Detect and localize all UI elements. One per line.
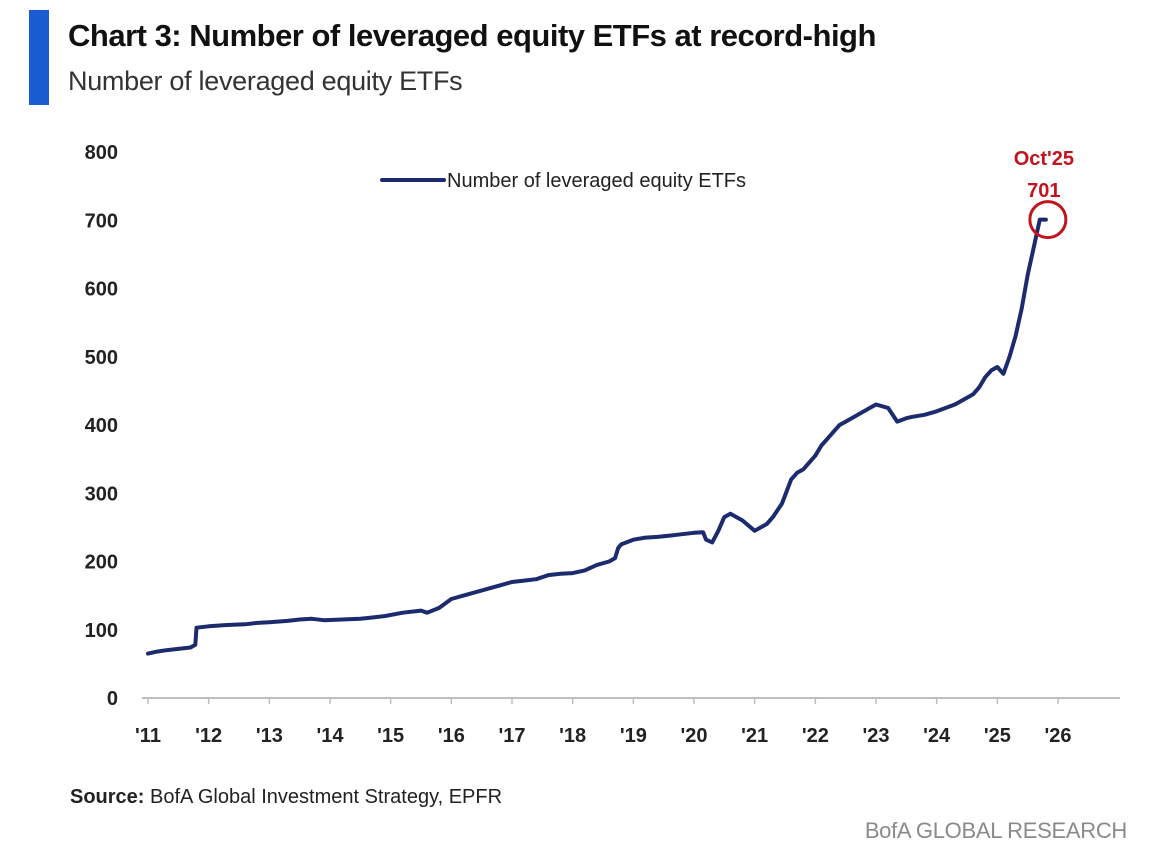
chart-canvas: 0 100 200 300 400 500 600 700 800 '11 '12 '13 '14 '15… xyxy=(85,142,1120,747)
y-tick-label: 400 xyxy=(85,415,118,437)
x-tick-label: '16 xyxy=(438,725,465,747)
chart-subtitle: Number of leveraged equity ETFs xyxy=(68,66,463,96)
x-tick-label: '24 xyxy=(923,725,951,747)
x-tick-label: '25 xyxy=(984,725,1011,747)
x-tick-label: '22 xyxy=(802,725,829,747)
x-tick-label: '11 xyxy=(135,725,161,747)
x-tick-label: '19 xyxy=(620,725,647,747)
x-tick-label: '15 xyxy=(377,725,404,747)
y-tick-label: 300 xyxy=(85,483,118,505)
source-note: Source: BofA Global Investment Strategy,… xyxy=(70,786,502,809)
source-label: Source: xyxy=(70,786,145,808)
x-tick-label: '21 xyxy=(741,725,768,747)
x-tick-label: '26 xyxy=(1044,725,1071,747)
legend-label: Number of leveraged equity ETFs xyxy=(447,170,746,192)
bofa-branding: BofA GLOBAL RESEARCH xyxy=(864,818,1127,843)
y-tick-label: 0 xyxy=(107,688,118,710)
annotation-date-label: Oct'25 xyxy=(1014,148,1074,170)
chart-title: Chart 3: Number of leveraged equity ETFs… xyxy=(68,18,876,53)
annotation-value-label: 701 xyxy=(1027,180,1060,202)
x-tick-label: '17 xyxy=(498,725,525,747)
x-tick-label: '23 xyxy=(862,725,889,747)
x-tick-label: '18 xyxy=(559,725,586,747)
y-tick-label: 800 xyxy=(85,142,118,164)
y-tick-label: 200 xyxy=(85,552,118,574)
accent-bar xyxy=(29,10,49,105)
y-tick-label: 700 xyxy=(85,210,118,232)
x-tick-label: '12 xyxy=(195,725,222,747)
x-tick-label: '14 xyxy=(316,725,344,747)
x-tick-label: '20 xyxy=(680,725,707,747)
source-text: BofA Global Investment Strategy, EPFR xyxy=(144,786,503,808)
y-tick-label: 600 xyxy=(85,279,118,301)
series-line xyxy=(146,217,1048,656)
x-tick-label: '13 xyxy=(256,725,283,747)
y-tick-label: 100 xyxy=(85,620,118,642)
annotation-circle xyxy=(1028,200,1068,240)
y-tick-label: 500 xyxy=(85,347,118,369)
